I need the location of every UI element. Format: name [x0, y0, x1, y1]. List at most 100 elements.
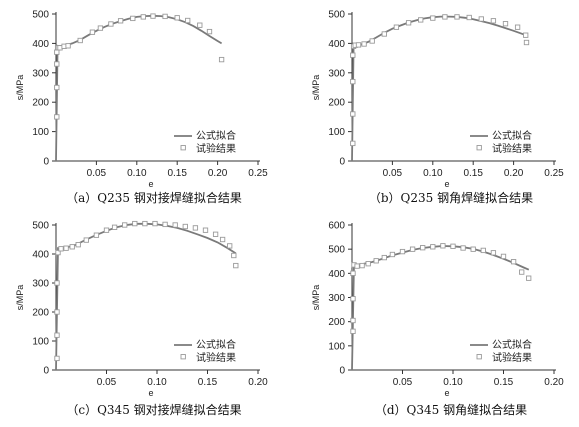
test-point [122, 222, 128, 228]
test-point [63, 245, 69, 251]
test-point [174, 15, 180, 21]
y-tick-label: 0 [43, 157, 49, 168]
y-axis-label: s/MPa [15, 75, 25, 101]
legend-test-label: 试验结果 [492, 142, 532, 155]
x-tick-label: 0.25 [544, 168, 564, 179]
test-point [514, 24, 521, 30]
test-point [77, 37, 83, 44]
test-point [227, 243, 233, 249]
y-tick-label: 0 [339, 366, 345, 377]
test-point [152, 220, 158, 227]
y-tick-label: 500 [328, 245, 345, 256]
test-point [430, 15, 436, 21]
y-tick-label: 400 [32, 250, 49, 261]
legend-marker-swatch [180, 354, 186, 360]
test-point [93, 232, 100, 238]
test-point [75, 242, 81, 248]
y-tick-label: 200 [328, 98, 345, 109]
test-point [202, 227, 209, 233]
test-point [111, 224, 118, 230]
legend-fit-label: 公式拟合 [196, 338, 236, 351]
test-point [450, 243, 456, 249]
test-point [361, 41, 367, 47]
test-point [373, 258, 379, 264]
y-tick-label: 0 [339, 157, 345, 168]
test-point [172, 222, 178, 228]
test-point [350, 111, 356, 117]
chart-caption: （a）Q235 钢对接焊缝拟合结果 [66, 190, 242, 205]
y-tick-label: 400 [32, 39, 49, 50]
test-point [418, 17, 424, 23]
legend-fit-label: 公式拟合 [196, 129, 236, 142]
legend-marker-swatch [476, 354, 482, 360]
test-point [381, 254, 387, 261]
x-tick-label: 0.15 [494, 377, 514, 388]
test-point [192, 225, 199, 231]
chart-caption: （b）Q235 钢角焊缝拟合结果 [369, 190, 533, 205]
test-point [430, 244, 436, 250]
test-point [55, 249, 61, 256]
test-point [54, 61, 60, 67]
test-point [478, 16, 484, 22]
x-tick-label: 0.20 [504, 168, 524, 179]
test-point [197, 22, 203, 28]
test-point [130, 15, 136, 22]
y-tick-label: 300 [328, 68, 345, 79]
test-point [490, 250, 497, 256]
test-point [350, 270, 356, 276]
y-tick-label: 100 [32, 337, 49, 348]
test-point [140, 14, 146, 20]
y-axis-label: s/MPa [311, 285, 321, 311]
x-axis-label: e [444, 179, 449, 189]
y-tick-label: 200 [32, 98, 49, 109]
test-point [389, 251, 396, 258]
test-point [212, 231, 219, 237]
y-tick-label: 600 [328, 221, 345, 232]
test-point [54, 49, 60, 55]
test-point [231, 252, 237, 259]
test-point [182, 223, 188, 230]
x-tick-label: 0.25 [248, 168, 268, 179]
test-point [108, 21, 114, 27]
y-tick-label: 500 [32, 221, 49, 232]
y-tick-label: 400 [328, 269, 345, 280]
chart-caption: （c）Q345 钢对接焊缝拟合结果 [66, 402, 241, 417]
legend-marker-swatch [180, 145, 186, 151]
test-point [350, 328, 356, 334]
test-point [54, 332, 60, 338]
test-point [54, 114, 60, 120]
test-point [381, 31, 387, 37]
test-point [354, 263, 360, 269]
test-point [405, 20, 412, 26]
test-point [480, 247, 486, 254]
chart-panel-b: 0 100 200 300 400 500 0.05 0.10 0.15 0.20 0.25 e s/M… [311, 10, 564, 206]
y-tick-label: 0 [43, 366, 49, 377]
legend-test-label: 试验结果 [196, 351, 236, 364]
x-tick-label: 0.05 [97, 377, 117, 388]
test-point [502, 21, 509, 27]
x-axis-label: e [148, 179, 153, 189]
test-point [142, 220, 148, 227]
test-point [103, 227, 110, 233]
test-point [206, 28, 213, 35]
legend-fit-label: 公式拟合 [492, 129, 532, 142]
test-point [350, 296, 356, 302]
y-axis-label: s/MPa [15, 285, 25, 311]
test-point [500, 253, 507, 260]
x-axis-label: e [148, 388, 153, 398]
y-tick-label: 300 [32, 279, 49, 290]
test-point [150, 13, 156, 19]
test-point [162, 221, 168, 228]
test-point [350, 140, 356, 147]
x-axis-label: e [444, 388, 449, 398]
x-tick-label: 0.20 [208, 168, 228, 179]
x-tick-label: 0.15 [167, 168, 187, 179]
legend-test-label: 试验结果 [492, 351, 532, 364]
y-tick-label: 100 [32, 127, 49, 138]
test-point [399, 248, 406, 255]
test-point [359, 262, 365, 269]
test-point [523, 32, 529, 38]
chart-panel-c: 0 100 200 300 400 500 0.05 0.10 0.15 0.20 e s/MPa 公式… [15, 221, 268, 418]
test-point [393, 24, 400, 30]
